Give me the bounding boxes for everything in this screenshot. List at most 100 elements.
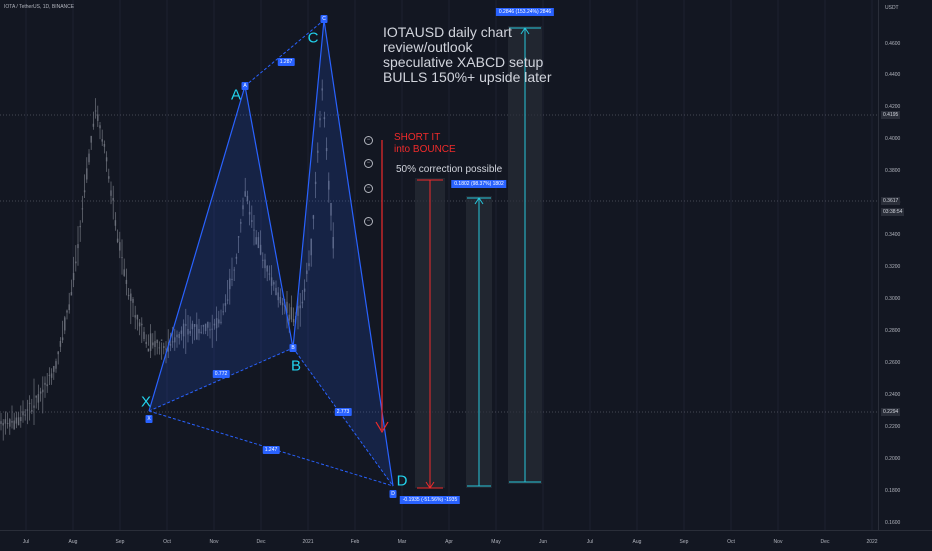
candle-body	[277, 292, 279, 301]
candle-body	[147, 348, 150, 352]
candle-body	[156, 339, 158, 344]
short-note[interactable]: SHORT IT into BOUNCE	[394, 132, 456, 155]
correction-note[interactable]: 50% correction possible	[396, 164, 503, 175]
candle-body	[202, 324, 205, 327]
candle-body	[220, 321, 222, 323]
time-tick: Sep	[115, 539, 125, 545]
price-tick: 0.4400	[885, 72, 901, 78]
candle-body	[279, 296, 282, 304]
candle-body	[2, 422, 4, 426]
candle-body	[61, 337, 64, 341]
price-tick: 0.2400	[885, 392, 901, 398]
time-tick: Oct	[727, 539, 735, 545]
price-axis-unit: USDT	[885, 5, 899, 11]
candle-body	[321, 88, 323, 91]
candle-body	[330, 202, 332, 216]
candle-body	[185, 324, 187, 326]
time-tick: Jul	[586, 539, 594, 545]
candle-body	[70, 292, 73, 296]
candle-body	[237, 236, 240, 238]
ratio-ac-box: 1.287	[277, 58, 295, 66]
candle-body	[218, 319, 220, 324]
candle-body	[189, 330, 191, 334]
candle-body	[33, 405, 35, 408]
candle-body	[317, 150, 319, 153]
time-tick: 2021	[302, 539, 314, 545]
candle-body	[275, 287, 277, 296]
candle-body	[310, 238, 312, 256]
price-tick: 0.2600	[885, 360, 901, 366]
time-axis[interactable]: Jul Aug Sep Oct Nov Dec 2021 Feb Mar Apr…	[0, 530, 932, 551]
measure-up-two-arrowhead	[520, 27, 530, 35]
time-tick: Aug	[632, 539, 642, 545]
time-tick: Oct	[163, 539, 171, 545]
point-b-box: B	[289, 344, 297, 352]
candle-body	[231, 278, 233, 280]
candle-body	[94, 110, 97, 112]
candle-body	[105, 157, 108, 162]
time-tick: May	[491, 539, 501, 545]
candle-body	[158, 347, 161, 349]
price-tag-lower: 0.2294	[881, 408, 901, 416]
candle-body	[288, 314, 290, 321]
candle-body	[180, 330, 183, 334]
candle-body	[255, 237, 257, 245]
time-tick: Feb	[350, 539, 360, 545]
time-tick: Jul	[22, 539, 30, 545]
candle-body	[240, 222, 242, 224]
candle-body	[273, 282, 275, 285]
candle-body	[75, 261, 77, 264]
candle-body	[211, 328, 213, 330]
minus-circle-icon[interactable]: −	[364, 136, 373, 145]
time-tick: Dec	[820, 539, 830, 545]
measure-down-arrowhead	[425, 481, 435, 489]
candle-body	[328, 180, 330, 190]
candle-body	[246, 195, 249, 201]
minus-circle-icon[interactable]: −	[364, 217, 373, 226]
candle-body	[191, 323, 194, 330]
point-b-label: B	[290, 357, 302, 375]
candle-body	[114, 220, 117, 226]
candle-body	[110, 190, 112, 196]
pattern-xb-line	[148, 347, 294, 412]
price-tick: 0.1800	[885, 488, 901, 494]
candle-body	[97, 114, 99, 121]
candle-body	[264, 259, 266, 269]
candle-body	[314, 181, 317, 185]
candle-body	[66, 310, 68, 313]
minus-circle-icon[interactable]: −	[364, 159, 373, 168]
candle-body	[136, 314, 139, 320]
price-tick: 0.3400	[885, 232, 901, 238]
candle-body	[152, 342, 154, 346]
candle-body	[286, 301, 288, 313]
price-axis[interactable]: USDT 0.4600 0.4400 0.4200 0.4000 0.3800 …	[878, 0, 932, 530]
time-tick: Sep	[679, 539, 689, 545]
candle-body	[31, 410, 33, 412]
candle-body	[297, 306, 299, 316]
candle-body	[303, 288, 306, 292]
analysis-note[interactable]: IOTAUSD daily chart review/outlook specu…	[383, 24, 552, 85]
candle-body	[213, 323, 216, 326]
candle-body	[174, 337, 176, 343]
point-a-label: A	[230, 86, 242, 104]
candle-body	[200, 331, 202, 333]
pattern-ac-line	[244, 19, 325, 87]
candle-body	[13, 420, 15, 430]
candle-body	[229, 278, 231, 290]
candle-body	[323, 117, 326, 120]
candle-body	[39, 391, 42, 394]
candle-body	[77, 244, 79, 249]
candle-body	[193, 324, 196, 327]
candle-body	[207, 321, 209, 328]
minus-circle-icon[interactable]: −	[364, 184, 373, 193]
ratio-xb-box: 0.772	[212, 370, 230, 378]
candle-body	[165, 348, 167, 350]
candle-body	[299, 305, 301, 309]
short-arrow-head	[375, 421, 389, 434]
candle-body	[204, 323, 207, 332]
time-tick: Nov	[773, 539, 783, 545]
chart-area[interactable]: IOTA / TetherUS, 1D, BINANCE X X A A B B…	[0, 0, 878, 530]
candle-body	[59, 340, 62, 347]
candle-body	[132, 298, 134, 303]
chart-canvas[interactable]	[0, 0, 878, 530]
